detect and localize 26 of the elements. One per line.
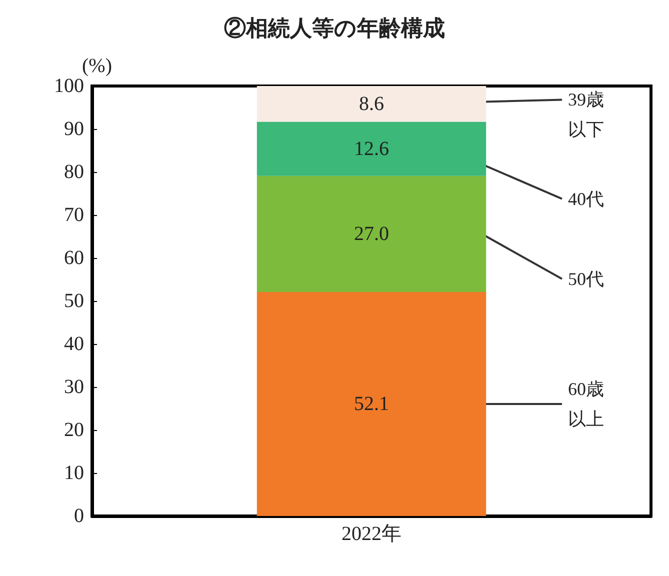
data-label: 8.6 xyxy=(359,92,384,115)
bar xyxy=(256,176,486,292)
y-tick-label: 80 xyxy=(64,161,84,183)
y-tick-label: 40 xyxy=(64,333,84,355)
data-label: 52.1 xyxy=(354,392,389,415)
y-tick-label: 60 xyxy=(64,247,84,269)
text: 39歳以下 xyxy=(568,90,604,140)
y-tick-label: 10 xyxy=(64,462,84,484)
y-tick-label: 20 xyxy=(64,419,84,441)
y-tick-label: 50 xyxy=(64,290,84,312)
y-tick-label: 30 xyxy=(64,376,84,398)
bar xyxy=(256,122,486,176)
bar xyxy=(256,86,486,122)
x-tick-label: 2022年 xyxy=(342,523,402,545)
text: 50代 xyxy=(568,268,604,289)
y-tick-label: 0 xyxy=(74,505,84,527)
text: 40代 xyxy=(568,188,604,209)
text: 60歳以上 xyxy=(568,378,604,429)
data-label: 12.6 xyxy=(354,138,389,160)
data-label: 27.0 xyxy=(354,222,389,245)
y-axis-title: (%) xyxy=(82,55,112,78)
chart-title: ②相続人等の年齢構成 xyxy=(224,16,445,40)
bar xyxy=(256,292,486,516)
y-tick-label: 90 xyxy=(64,118,84,140)
y-tick-label: 100 xyxy=(54,75,84,97)
y-tick-label: 70 xyxy=(64,204,84,226)
